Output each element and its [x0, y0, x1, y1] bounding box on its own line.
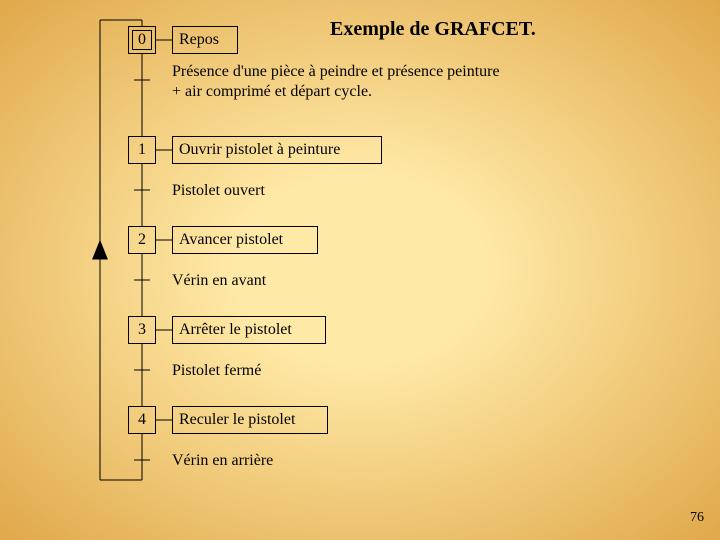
step-box-2: 2 — [128, 226, 156, 254]
step-box-4: 4 — [128, 406, 156, 434]
content-layer: Exemple de GRAFCET. 0 Repos 1 Ouvrir pistole… — [0, 0, 720, 540]
action-box-2: Avancer pistolet — [172, 226, 318, 254]
transition-text-2: Vérin en avant — [172, 272, 266, 290]
transition-text-0: Présence d'une pièce à peindre et présen… — [172, 62, 500, 102]
step-box-1: 1 — [128, 136, 156, 164]
action-box-0: Repos — [172, 26, 238, 54]
diagram-title: Exemple de GRAFCET. — [330, 18, 536, 41]
action-box-1: Ouvrir pistolet à peinture — [172, 136, 382, 164]
action-box-4: Reculer le pistolet — [172, 406, 328, 434]
page-number: 76 — [690, 510, 704, 526]
action-box-3: Arrêter le pistolet — [172, 316, 326, 344]
step-box-0: 0 — [128, 26, 156, 54]
step-box-3: 3 — [128, 316, 156, 344]
transition-text-1: Pistolet ouvert — [172, 182, 265, 200]
transition-text-4: Vérin en arrière — [172, 452, 273, 470]
transition-text-3: Pistolet fermé — [172, 362, 261, 380]
